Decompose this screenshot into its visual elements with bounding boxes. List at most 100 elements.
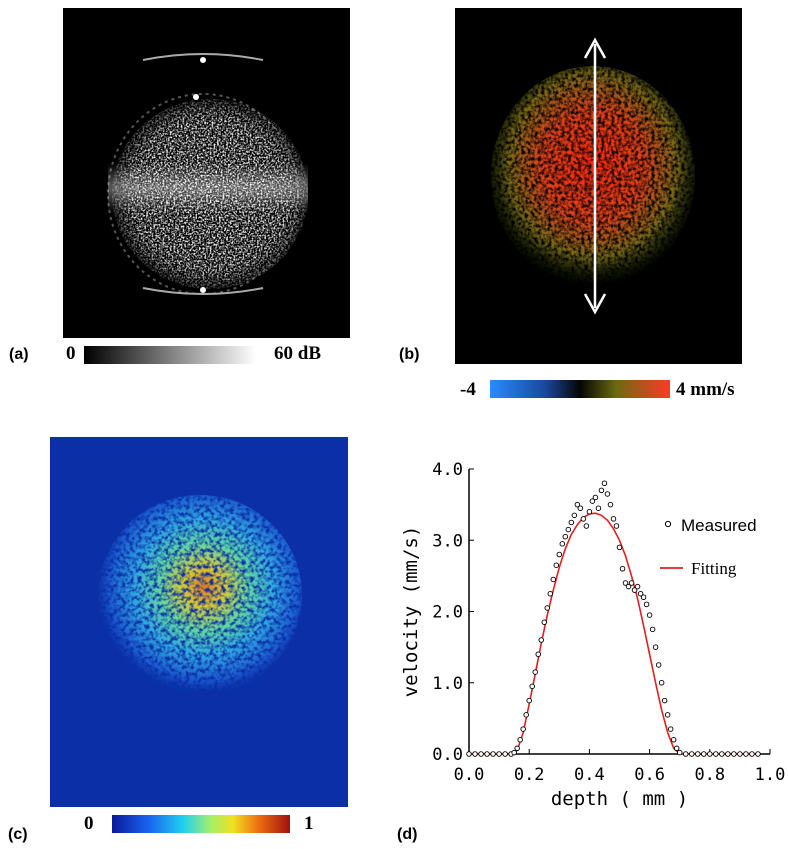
y-tick-label: 1.0: [432, 674, 463, 694]
measured-point: [532, 669, 538, 675]
measured-point: [607, 501, 614, 508]
y-tick-label: 2.0: [432, 603, 463, 623]
measured-point: [592, 494, 599, 501]
measured-point: [535, 651, 541, 657]
panel-a-colorbar-min: 0: [66, 343, 76, 364]
measured-point: [640, 594, 647, 600]
measured-point: [755, 751, 761, 757]
legend-fitting-label: Fitting: [691, 559, 737, 578]
measured-point: [725, 751, 731, 757]
measured-point: [634, 583, 641, 590]
measured-point: [502, 751, 508, 757]
measured-point: [568, 519, 575, 526]
measured-point: [583, 523, 590, 529]
measured-point: [544, 605, 551, 611]
measured-point: [538, 637, 544, 643]
panel-c-colorbar: [112, 815, 290, 833]
measured-point: [604, 491, 611, 497]
measured-point: [707, 751, 713, 757]
measured-point: [658, 679, 665, 686]
measured-point: [514, 745, 520, 752]
y-tick-label: 3.0: [432, 531, 463, 551]
panel-b-colorbar-max: 4 mm/s: [676, 379, 735, 400]
measured-point: [682, 751, 689, 757]
x-tick-label: 0.2: [514, 765, 545, 785]
panel-c-image: [50, 437, 348, 807]
measured-point: [619, 565, 626, 572]
measured-point: [529, 683, 535, 690]
panel-a-colorbar-max: 60 dB: [274, 343, 321, 364]
panel-d-label: (d): [397, 826, 418, 843]
doppler-velocity-image: [491, 37, 695, 315]
legend-measured-marker: [664, 520, 672, 528]
panel-c-label: (c): [8, 826, 28, 843]
measured-point: [737, 751, 743, 757]
measured-point: [643, 601, 650, 608]
measured-point: [673, 745, 680, 752]
panel-a-image: [63, 8, 350, 338]
measured-point: [556, 551, 563, 558]
x-tick-label: 0.4: [574, 765, 605, 785]
measured-point: [713, 751, 719, 757]
measured-point: [667, 726, 674, 732]
panel-c-colorbar-max: 1: [304, 813, 314, 834]
x-tick-label: 0.0: [454, 765, 485, 785]
measured-point: [589, 498, 596, 504]
x-tick-label: 0.8: [694, 765, 725, 785]
y-tick-label: 4.0: [432, 460, 463, 480]
measured-point: [478, 751, 484, 757]
measured-point: [661, 697, 668, 704]
measured-point: [695, 751, 701, 757]
measured-point: [526, 697, 532, 704]
measured-point: [670, 737, 677, 743]
measured-point: [664, 712, 671, 718]
measured-point: [559, 541, 566, 547]
measured-point: [625, 583, 632, 590]
y-tick-label: 0.0: [432, 745, 463, 765]
measured-point: [646, 612, 653, 618]
measured-point: [484, 751, 490, 757]
measured-point: [649, 626, 656, 633]
measured-point: [586, 509, 593, 515]
measured-point: [719, 751, 725, 757]
measured-point: [466, 751, 472, 757]
x-tick-label: 1.0: [755, 765, 786, 785]
panel-a-label: (a): [9, 346, 29, 363]
depth-direction-arrow-icon: [583, 37, 607, 315]
measured-point: [598, 487, 605, 494]
measured-point: [652, 644, 659, 650]
legend-measured-label: Measured: [681, 516, 757, 535]
x-axis-label: depth ( mm ): [551, 788, 688, 810]
measured-point: [610, 516, 617, 522]
y-axis-label: velocity (mm/s): [400, 526, 422, 698]
measured-point: [472, 751, 478, 757]
measured-point: [595, 505, 602, 511]
panel-a-colorbar: [84, 346, 256, 364]
measured-point: [688, 751, 695, 757]
measured-point: [743, 751, 749, 757]
normalized-map-image: [98, 495, 302, 695]
measured-point: [628, 580, 635, 586]
measured-point: [511, 749, 517, 756]
measured-point: [601, 480, 608, 487]
fitting-curve: [469, 512, 758, 755]
measured-point: [523, 712, 529, 718]
panel-b-colorbar-min: -4: [460, 379, 476, 400]
measured-point: [577, 505, 584, 511]
measured-point: [553, 562, 560, 568]
measured-point: [631, 587, 638, 593]
measured-point: [496, 751, 502, 757]
measured-point: [571, 512, 578, 519]
measured-point: [701, 751, 707, 757]
measured-point: [622, 580, 629, 586]
measured-point: [547, 590, 554, 597]
oct-structural-image: [107, 53, 308, 295]
measured-point: [580, 516, 587, 522]
measured-point: [613, 523, 620, 529]
panel-c-colorbar-min: 0: [84, 813, 94, 834]
measured-point: [550, 576, 557, 583]
measured-point: [565, 526, 572, 533]
measured-point: [520, 726, 526, 732]
measured-point: [676, 749, 683, 756]
panel-b-label: (b): [399, 346, 420, 363]
